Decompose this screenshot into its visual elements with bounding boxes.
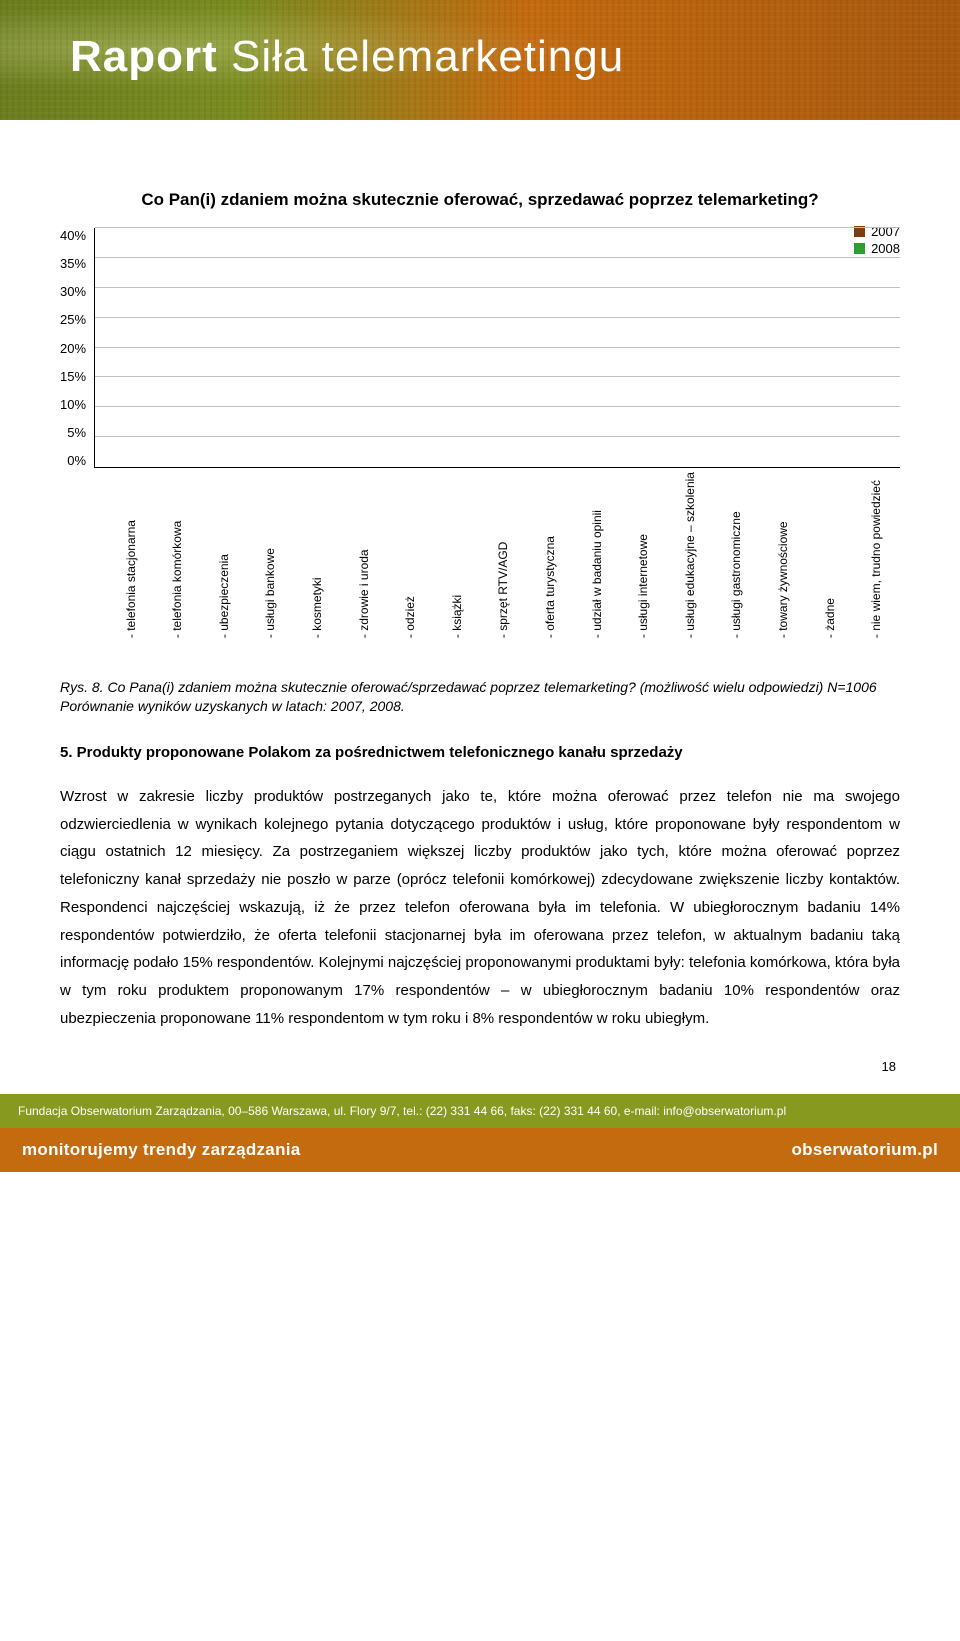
x-tick-label: - żadne bbox=[807, 472, 854, 638]
plot bbox=[94, 228, 900, 468]
footer-org-text: Fundacja Obserwatorium Zarządzania, 00–5… bbox=[18, 1104, 786, 1118]
chart-title: Co Pan(i) zdaniem można skutecznie ofero… bbox=[60, 190, 900, 210]
page-content: Co Pan(i) zdaniem można skutecznie ofero… bbox=[0, 120, 960, 1094]
x-tick-label: - oferta turystyczna bbox=[527, 472, 574, 638]
y-axis: 40% 35% 30% 25% 20% 15% 10% 5% 0% bbox=[60, 228, 94, 468]
chart-area: 40% 35% 30% 25% 20% 15% 10% 5% 0% bbox=[60, 228, 900, 468]
grid-line bbox=[95, 406, 900, 407]
grid-line bbox=[95, 227, 900, 228]
figure-caption: Rys. 8. Co Pana(i) zdaniem można skutecz… bbox=[60, 678, 900, 716]
x-tick-label: - nie wiem, trudno powiedzieć bbox=[854, 472, 901, 638]
y-tick-label: 40% bbox=[60, 228, 86, 243]
grid-line bbox=[95, 436, 900, 437]
y-tick-label: 25% bbox=[60, 312, 86, 327]
header-banner: Raport Siła telemarketingu bbox=[0, 0, 960, 120]
x-tick-label: - sprzęt RTV/AGD bbox=[481, 472, 528, 638]
grid-line bbox=[95, 376, 900, 377]
y-tick-label: 0% bbox=[67, 453, 86, 468]
y-tick-label: 5% bbox=[67, 425, 86, 440]
grid-line bbox=[95, 347, 900, 348]
x-tick-label: - usługi internetowe bbox=[621, 472, 668, 638]
footer-org-line: Fundacja Obserwatorium Zarządzania, 00–5… bbox=[0, 1094, 960, 1128]
x-tick-label: - telefonia stacjonarna bbox=[108, 472, 155, 638]
y-tick-label: 35% bbox=[60, 256, 86, 271]
x-tick-label: - kosmetyki bbox=[294, 472, 341, 638]
x-tick-label: - odzież bbox=[388, 472, 435, 638]
bars-container bbox=[95, 228, 900, 467]
header-title-light: Siła telemarketingu bbox=[231, 32, 624, 81]
grid-line bbox=[95, 317, 900, 318]
y-tick-label: 30% bbox=[60, 284, 86, 299]
footer-right: obserwatorium.pl bbox=[792, 1140, 939, 1160]
header-title: Raport Siła telemarketingu bbox=[70, 32, 624, 82]
y-tick-label: 15% bbox=[60, 369, 86, 384]
footer-bar: monitorujemy trendy zarządzania obserwat… bbox=[0, 1128, 960, 1172]
x-tick-label: - towary żywnościowe bbox=[760, 472, 807, 638]
y-tick-label: 20% bbox=[60, 341, 86, 356]
x-tick-label: - usługi gastronomiczne bbox=[714, 472, 761, 638]
chart: 2007 2008 40%35%30%25%20%15%10%5%0% - te… bbox=[60, 228, 900, 638]
grid-line bbox=[95, 257, 900, 258]
page-number: 18 bbox=[60, 1059, 900, 1074]
x-tick-label: - ubezpieczenia bbox=[201, 472, 248, 638]
x-tick-label: - udział w badaniu opinii bbox=[574, 472, 621, 638]
grid-line bbox=[95, 287, 900, 288]
x-axis-labels: - telefonia stacjonarna- telefonia komór… bbox=[60, 472, 900, 638]
body-paragraph: Wzrost w zakresie liczby produktów postr… bbox=[60, 783, 900, 1033]
footer-left: monitorujemy trendy zarządzania bbox=[22, 1140, 301, 1160]
section-heading: 5. Produkty proponowane Polakom za pośre… bbox=[60, 744, 900, 761]
header-title-strong: Raport bbox=[70, 32, 218, 81]
y-tick-label: 10% bbox=[60, 397, 86, 412]
x-tick-label: - usługi bankowe bbox=[248, 472, 295, 638]
x-tick-label: - usługi edukacyjne – szkolenia bbox=[667, 472, 714, 638]
x-tick-label: - telefonia komórkowa bbox=[155, 472, 202, 638]
x-tick-label: - zdrowie i uroda bbox=[341, 472, 388, 638]
x-tick-label: - książki bbox=[434, 472, 481, 638]
